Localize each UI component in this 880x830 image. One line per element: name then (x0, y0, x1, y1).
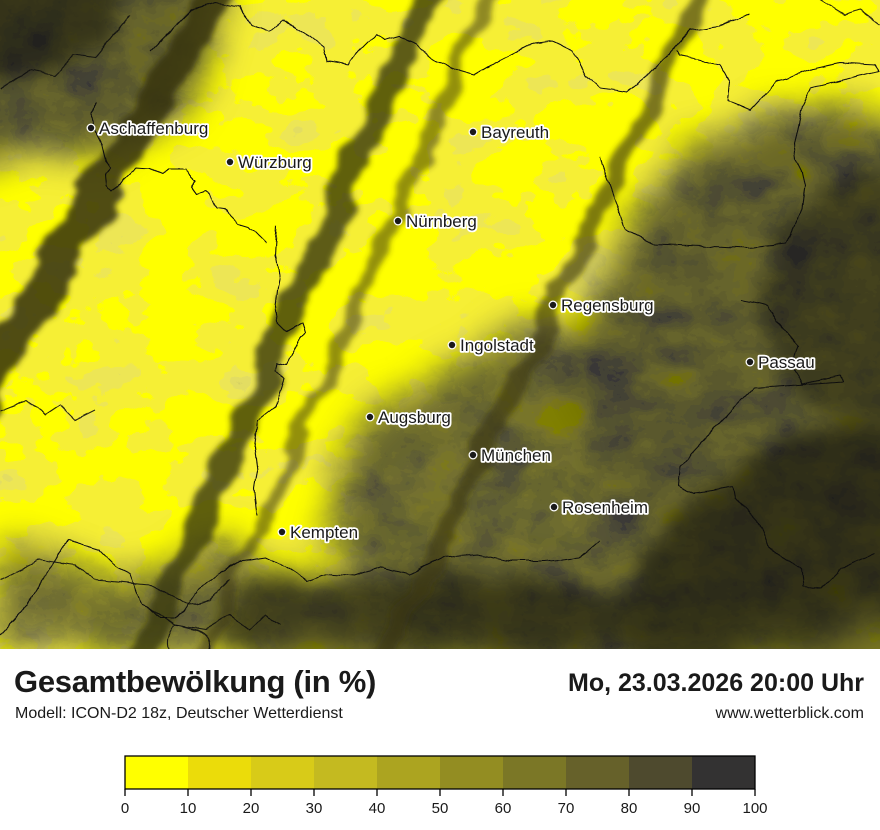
svg-text:100: 100 (742, 800, 767, 817)
svg-text:Augsburg: Augsburg (378, 408, 451, 427)
svg-text:Regensburg: Regensburg (561, 296, 654, 315)
svg-text:Bayreuth: Bayreuth (481, 123, 549, 142)
svg-text:70: 70 (558, 800, 575, 817)
svg-text:Nürnberg: Nürnberg (406, 212, 477, 231)
svg-text:Würzburg: Würzburg (238, 153, 312, 172)
svg-text:60: 60 (495, 800, 512, 817)
svg-text:Ingolstadt: Ingolstadt (460, 336, 534, 355)
svg-text:20: 20 (243, 800, 260, 817)
svg-text:50: 50 (432, 800, 449, 817)
svg-text:Aschaffenburg: Aschaffenburg (99, 119, 208, 138)
svg-text:Kempten: Kempten (290, 523, 358, 542)
svg-text:30: 30 (306, 800, 323, 817)
svg-text:80: 80 (621, 800, 638, 817)
svg-text:0: 0 (121, 800, 129, 817)
svg-text:Rosenheim: Rosenheim (562, 498, 648, 517)
svg-text:40: 40 (369, 800, 386, 817)
svg-text:10: 10 (180, 800, 197, 817)
svg-text:München: München (481, 446, 551, 465)
svg-text:Passau: Passau (758, 353, 815, 372)
svg-text:90: 90 (684, 800, 701, 817)
